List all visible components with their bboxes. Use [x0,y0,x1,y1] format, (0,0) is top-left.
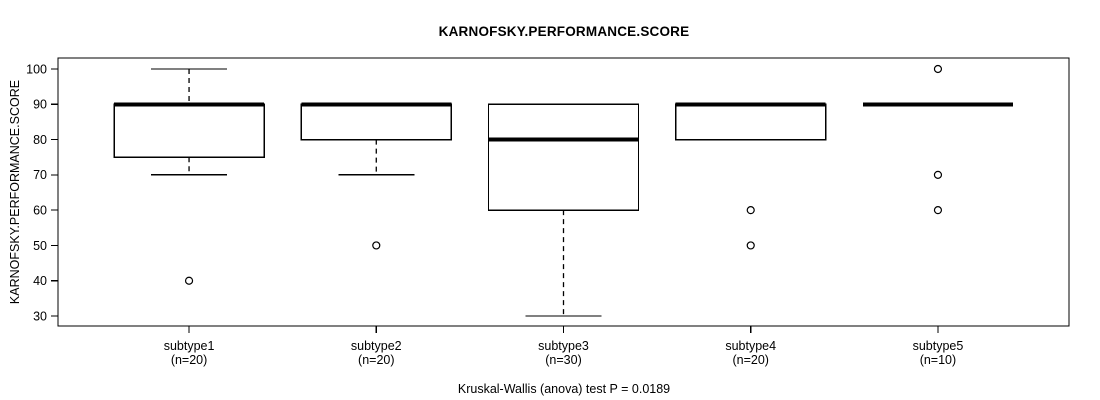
y-tick-label: 70 [33,168,47,182]
outlier-point [933,206,943,215]
y-tick-label: 50 [33,239,47,253]
outlier-point [184,276,194,285]
box-iqr [675,103,827,141]
box-iqr [487,103,640,211]
x-sample-size-label: (n=30) [545,353,581,367]
y-tick-label: 90 [33,98,47,112]
outlier-point [933,170,943,179]
stat-annotation: Kruskal-Wallis (anova) test P = 0.0189 [457,382,671,396]
y-tick-label: 40 [33,274,47,288]
y-axis-title: KARNOFSKY.PERFORMANCE.SCORE [8,79,22,305]
y-tick-label: 80 [33,133,47,147]
x-sample-size-label: (n=20) [358,353,394,367]
x-category-label: subtype1 [164,339,215,353]
y-tick-label: 60 [33,204,47,218]
x-category-label: subtype3 [538,339,589,353]
box-iqr [113,103,265,158]
x-sample-size-label: (n=20) [171,353,207,367]
chart-title: KARNOFSKY.PERFORMANCE.SCORE [438,24,690,39]
x-category-label: subtype4 [725,339,776,353]
outlier-point [372,241,381,250]
x-category-label: subtype2 [351,339,402,353]
y-tick-label: 30 [33,309,47,323]
outlier-point [933,64,943,74]
box-iqr [300,103,452,141]
x-category-label: subtype5 [913,339,964,353]
outlier-point [746,241,755,250]
outlier-point [746,206,755,215]
x-sample-size-label: (n=10) [920,353,956,367]
y-tick-label: 100 [26,62,47,76]
x-sample-size-label: (n=20) [732,353,768,367]
